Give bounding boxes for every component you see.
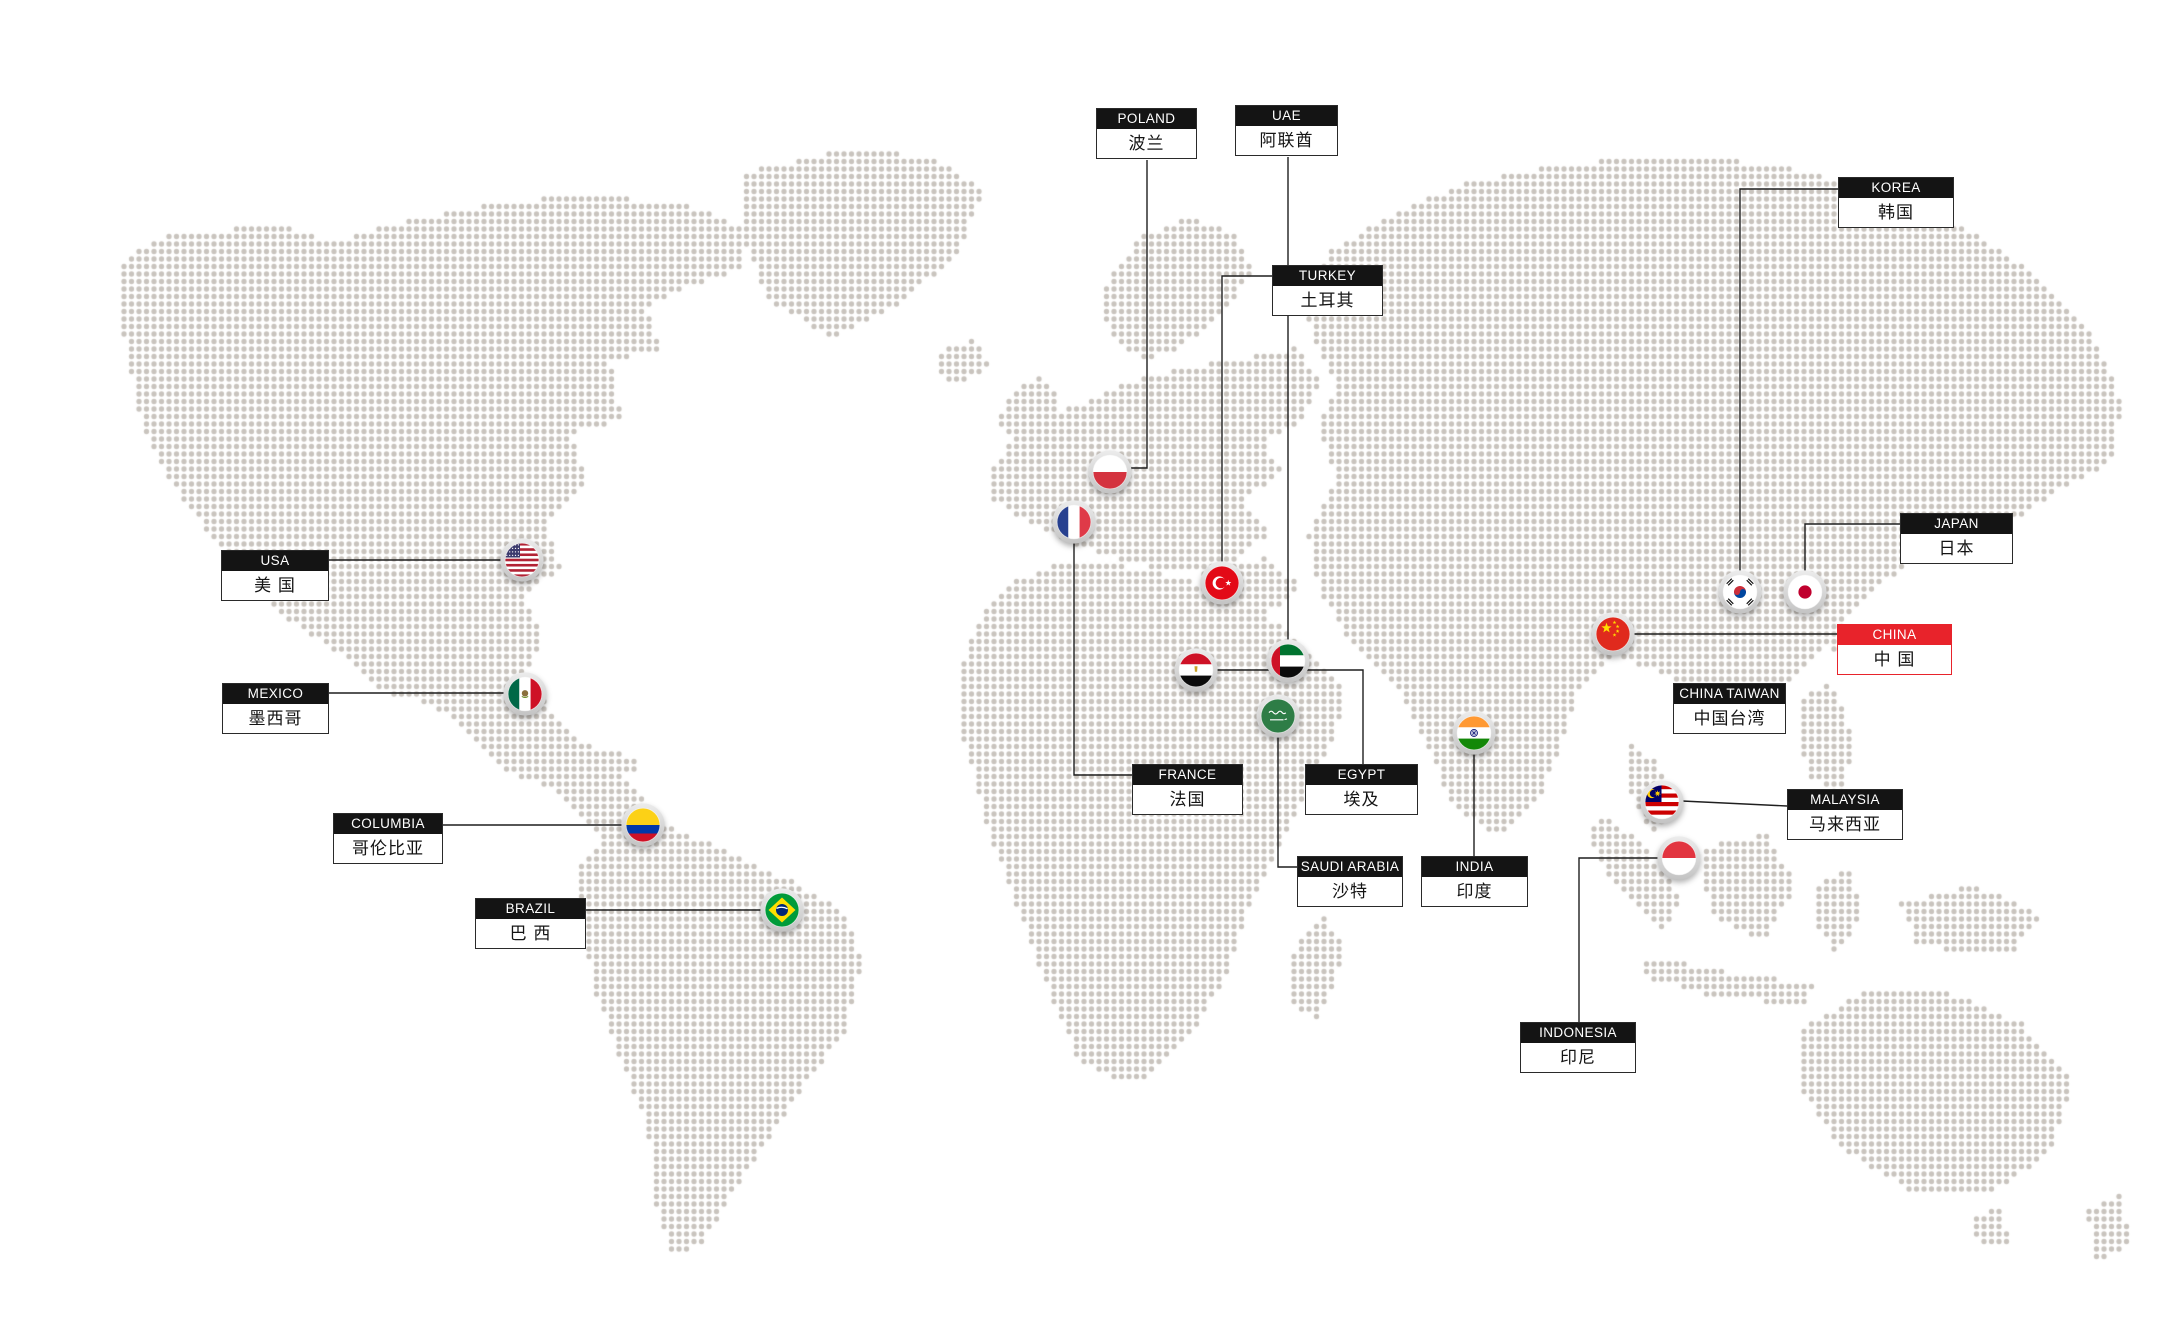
connector-indonesia bbox=[1578, 857, 1659, 1022]
connector-turkey bbox=[1221, 275, 1272, 563]
marker-malaysia bbox=[1639, 779, 1685, 825]
marker-uae bbox=[1265, 638, 1311, 684]
connector-saudi-arabia bbox=[1277, 736, 1297, 868]
connector-malaysia bbox=[1681, 800, 1788, 807]
connector-poland bbox=[1131, 160, 1148, 469]
marker-japan bbox=[1782, 569, 1828, 615]
country-label-egypt: EGYPT 埃及 bbox=[1305, 764, 1418, 815]
flag-pl-icon bbox=[1088, 450, 1132, 494]
marker-egypt bbox=[1173, 647, 1219, 693]
country-name-en: SAUDI ARABIA bbox=[1298, 857, 1402, 877]
country-name-zh: 波兰 bbox=[1128, 134, 1165, 153]
country-name-zh: 哥伦比亚 bbox=[352, 839, 424, 858]
country-name-zh: 土耳其 bbox=[1300, 291, 1355, 310]
country-label-indonesia: INDONESIA 印尼 bbox=[1520, 1022, 1636, 1073]
flag-cn-icon bbox=[1591, 612, 1635, 656]
marker-france bbox=[1051, 499, 1097, 545]
marker-usa bbox=[499, 537, 545, 583]
country-name-en: MEXICO bbox=[223, 684, 328, 704]
marker-saudi-arabia bbox=[1255, 693, 1301, 739]
flag-kr-icon bbox=[1718, 570, 1762, 614]
country-name-zh: 法国 bbox=[1169, 790, 1206, 809]
country-name-en: KOREA bbox=[1839, 178, 1953, 198]
connector-egypt bbox=[1216, 669, 1364, 764]
country-label-france: FRANCE 法国 bbox=[1132, 764, 1243, 815]
country-name-zh: 中 国 bbox=[1873, 650, 1916, 669]
marker-brazil bbox=[759, 887, 805, 933]
country-label-japan: JAPAN 日本 bbox=[1900, 513, 2013, 564]
flag-us-icon bbox=[500, 538, 544, 582]
flag-tr-icon bbox=[1200, 561, 1244, 605]
country-name-zh: 美 国 bbox=[254, 576, 296, 595]
country-name-en: FRANCE bbox=[1133, 765, 1242, 785]
country-label-uae: UAE 阿联酋 bbox=[1235, 105, 1338, 156]
country-label-poland: POLAND 波兰 bbox=[1096, 108, 1197, 159]
flag-id-icon bbox=[1657, 836, 1701, 880]
country-name-zh: 埃及 bbox=[1343, 790, 1380, 809]
country-label-china: CHINA 中 国 bbox=[1837, 624, 1952, 675]
country-name-en: EGYPT bbox=[1306, 765, 1417, 785]
marker-poland bbox=[1087, 449, 1133, 495]
connector-france bbox=[1073, 542, 1132, 776]
country-label-usa: USA 美 国 bbox=[221, 550, 329, 601]
country-name-en: JAPAN bbox=[1901, 514, 2012, 534]
marker-turkey bbox=[1199, 560, 1245, 606]
country-name-zh: 墨西哥 bbox=[248, 709, 303, 728]
marker-mexico bbox=[502, 671, 548, 717]
country-label-turkey: TURKEY 土耳其 bbox=[1272, 265, 1383, 316]
country-name-en: POLAND bbox=[1097, 109, 1196, 129]
country-name-en: CHINA TAIWAN bbox=[1674, 684, 1785, 704]
country-name-en: USA bbox=[222, 551, 328, 571]
country-label-mexico: MEXICO 墨西哥 bbox=[222, 683, 329, 734]
marker-china bbox=[1590, 611, 1636, 657]
connector-japan bbox=[1804, 523, 1900, 572]
country-label-india: INDIA 印度 bbox=[1421, 856, 1528, 907]
country-name-zh: 巴 西 bbox=[509, 924, 552, 943]
country-label-columbia: COLUMBIA 哥伦比亚 bbox=[333, 813, 443, 864]
country-name-zh: 韩国 bbox=[1878, 203, 1914, 222]
country-label-korea: KOREA 韩国 bbox=[1838, 177, 1954, 228]
flag-my-icon bbox=[1640, 780, 1684, 824]
marker-korea bbox=[1717, 569, 1763, 615]
country-name-zh: 印度 bbox=[1456, 882, 1493, 901]
flag-br-icon bbox=[760, 888, 804, 932]
country-name-zh: 阿联酋 bbox=[1259, 131, 1314, 150]
connector-korea bbox=[1739, 188, 1838, 572]
country-name-zh: 马来西亚 bbox=[1809, 815, 1881, 834]
flag-co-icon bbox=[621, 803, 665, 847]
flag-ae-icon bbox=[1266, 639, 1310, 683]
country-label-saudi-arabia: SAUDI ARABIA 沙特 bbox=[1297, 856, 1403, 907]
marker-indonesia bbox=[1656, 835, 1702, 881]
country-label-malaysia: MALAYSIA 马来西亚 bbox=[1787, 789, 1903, 840]
flag-in-icon bbox=[1452, 711, 1496, 755]
marker-columbia bbox=[620, 802, 666, 848]
country-name-en: CHINA bbox=[1838, 625, 1951, 645]
country-name-en: MALAYSIA bbox=[1788, 790, 1902, 810]
flag-fr-icon bbox=[1052, 500, 1096, 544]
country-name-en: UAE bbox=[1236, 106, 1337, 126]
flag-eg-icon bbox=[1174, 648, 1218, 692]
country-label-china-taiwan: CHINA TAIWAN 中国台湾 bbox=[1673, 683, 1786, 734]
country-name-en: TURKEY bbox=[1273, 266, 1382, 286]
country-name-en: COLUMBIA bbox=[334, 814, 442, 834]
country-name-zh: 印尼 bbox=[1560, 1048, 1596, 1067]
flag-sa-icon bbox=[1256, 694, 1300, 738]
marker-india bbox=[1451, 710, 1497, 756]
flag-mx-icon bbox=[503, 672, 547, 716]
country-name-en: INDIA bbox=[1422, 857, 1527, 877]
country-name-en: INDONESIA bbox=[1521, 1023, 1635, 1043]
country-name-zh: 日本 bbox=[1938, 539, 1975, 558]
country-name-zh: 中国台湾 bbox=[1693, 709, 1766, 728]
country-name-en: BRAZIL bbox=[476, 899, 585, 919]
country-name-zh: 沙特 bbox=[1332, 882, 1368, 901]
country-label-brazil: BRAZIL 巴 西 bbox=[475, 898, 586, 949]
flag-jp-icon bbox=[1783, 570, 1827, 614]
